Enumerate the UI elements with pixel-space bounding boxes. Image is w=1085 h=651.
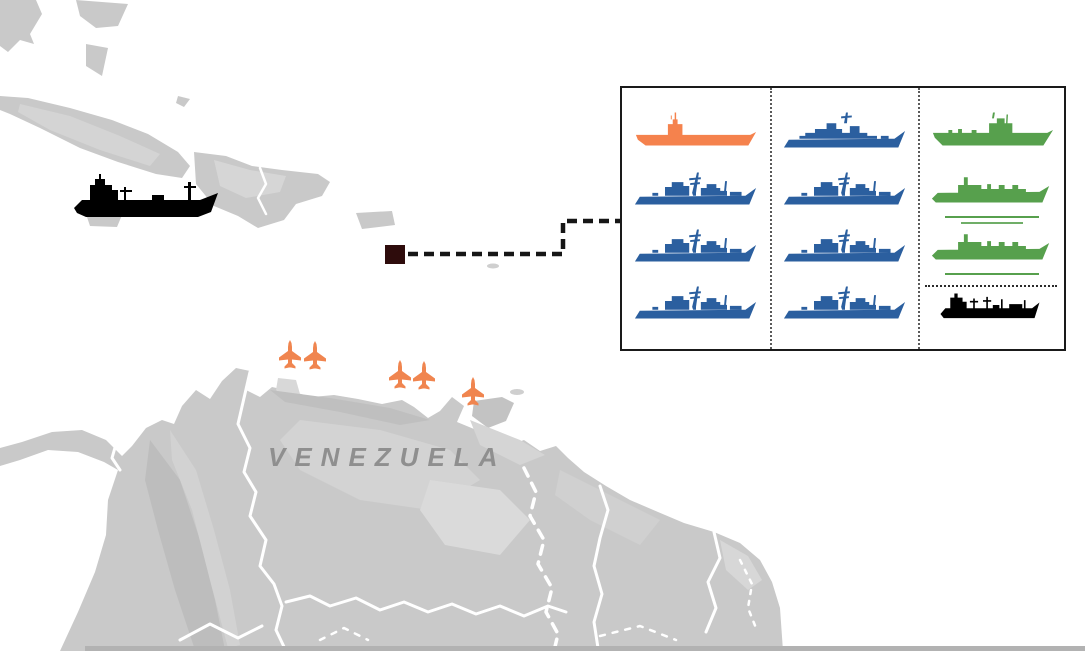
border-venezuela-brazil — [284, 594, 568, 618]
landmass-jamaica — [86, 214, 122, 227]
border-french-guiana-brazil — [738, 558, 758, 630]
landmass-bahamas — [76, 0, 190, 107]
destroyer-icon — [772, 267, 918, 324]
destroyer-icon — [772, 153, 918, 210]
border-guyana-suriname — [592, 484, 610, 650]
country-label: VENEZUELA — [268, 442, 507, 472]
border-colombia-peru — [178, 622, 264, 642]
border-brazil-south — [318, 624, 678, 642]
destroyer-icon — [622, 210, 770, 267]
landmass-florida — [0, 0, 42, 52]
landmass-puerto-rico — [356, 211, 395, 229]
cargo-tanker-icon — [74, 174, 218, 217]
wake-line — [945, 273, 1039, 275]
terrain-texture-layer — [18, 104, 762, 650]
aircraft-carrier-icon — [622, 96, 770, 153]
legend-column-2 — [770, 88, 918, 349]
location-marker — [385, 245, 405, 264]
destroyer-icon — [622, 153, 770, 210]
legend-column-3 — [918, 88, 1064, 349]
country-borders-layer — [110, 166, 758, 651]
cruiser-icon — [772, 96, 918, 153]
border-suriname-french-guiana — [704, 530, 722, 634]
island-tobago — [510, 389, 524, 395]
dock-landing-ship-icon — [920, 153, 1064, 224]
dock-landing-ship-icon — [920, 210, 1064, 275]
border-panama-colombia — [110, 442, 122, 472]
island-speck — [487, 263, 499, 269]
legend-divider-line — [925, 285, 1057, 287]
fleet-legend-box — [620, 86, 1066, 351]
amphibious-assault-ship-icon — [920, 96, 1064, 153]
border-haiti-dr — [256, 166, 268, 216]
border-venezuela-guyana-disputed — [522, 466, 560, 651]
map-bottom-strip — [85, 646, 1085, 651]
wake-line — [945, 216, 1039, 218]
destroyer-icon — [772, 210, 918, 267]
legend-column-1 — [622, 88, 770, 349]
border-colombia-venezuela — [236, 370, 288, 651]
wake-line — [961, 222, 1023, 224]
supply-ship-icon — [920, 267, 1064, 324]
destroyer-icon — [622, 267, 770, 324]
